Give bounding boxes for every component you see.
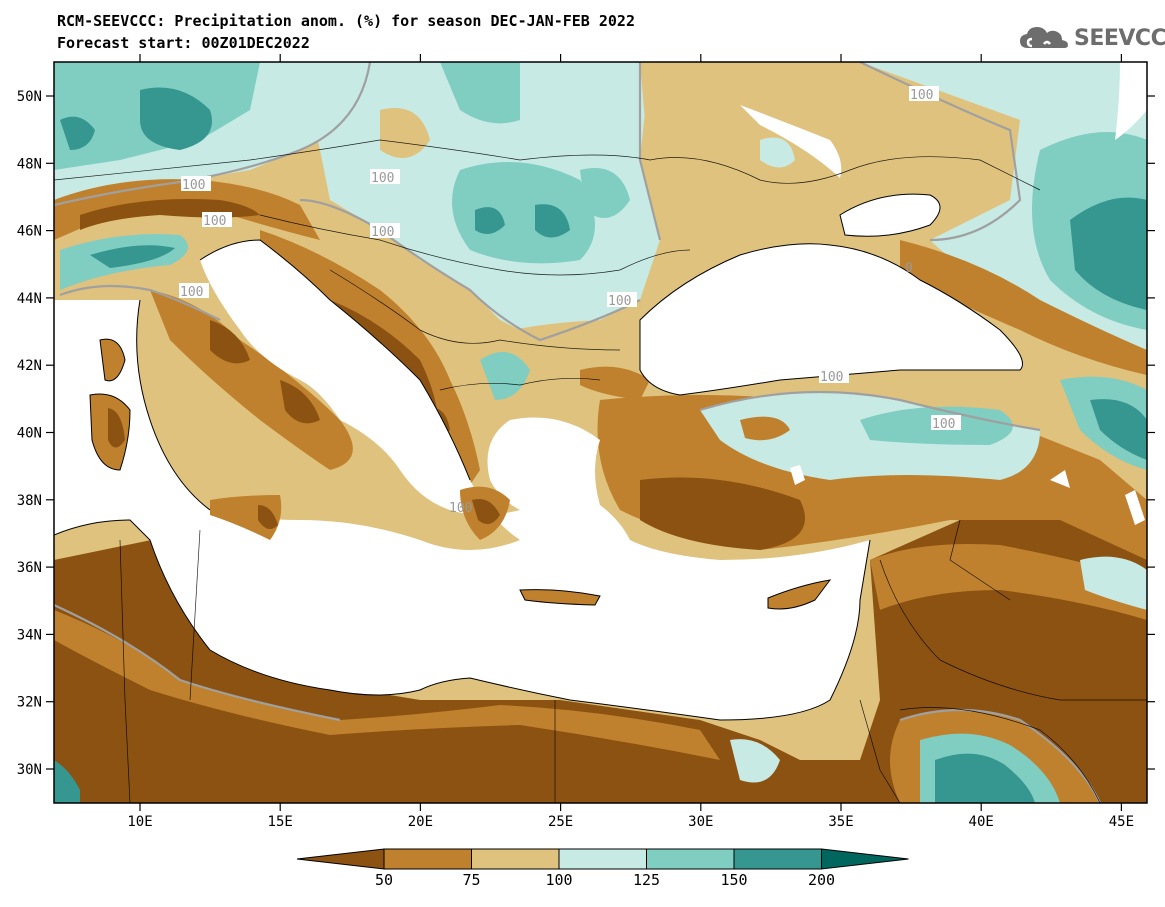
colorbar-segment (821, 848, 909, 870)
lat-tick-label: 42N (17, 358, 42, 374)
lat-tick-label: 50N (17, 89, 42, 105)
colorbar-segment (471, 848, 560, 870)
colorbar-segment (646, 848, 735, 870)
lon-tick-label: 30E (688, 814, 713, 830)
colorbar-label: 125 (633, 871, 660, 889)
contour-label: 100 (820, 370, 843, 385)
contour-label: 100 (371, 171, 394, 186)
seevccc-logo: SEEVCCC (1018, 24, 1165, 52)
forecast-start-label: Forecast start: 00Z01DEC2022 (57, 34, 310, 52)
colorbar-segment (733, 848, 822, 870)
colorbar-segment (558, 848, 647, 870)
lon-tick-label: 25E (548, 814, 573, 830)
lat-tick-label: 32N (17, 695, 42, 711)
cloud-icon (1020, 27, 1068, 48)
contour-label: 100 (182, 178, 205, 193)
colorbar-label: 200 (808, 871, 835, 889)
contour-labels: 100 100 100 100 100 100 100 100 100 100 … (179, 86, 961, 516)
contour-label: 100 (910, 88, 933, 103)
lon-tick-label: 35E (828, 814, 853, 830)
contour-label: 0 (905, 261, 913, 276)
lat-tick-label: 46N (17, 224, 42, 240)
lat-tick-label: 44N (17, 291, 42, 307)
contour-label: 100 (180, 285, 203, 300)
longitude-axis: 10E 15E 20E 25E 30E 35E 40E 45E (127, 54, 1134, 830)
lon-tick-label: 15E (268, 814, 293, 830)
map-fill: 100 100 100 100 100 100 100 100 100 100 … (54, 62, 1147, 803)
contour-label: 100 (203, 214, 226, 229)
colorbar-label: 50 (375, 871, 393, 889)
lat-tick-label: 40N (17, 426, 42, 442)
colorbar-segment (383, 848, 472, 870)
contour-label: 100 (371, 225, 394, 240)
latitude-axis: 50N 48N 46N 44N 42N 40N 38N 36N 34N 32N 30N (17, 89, 1155, 778)
contour-label: 100 (449, 501, 472, 516)
colorbar-label: 150 (720, 871, 747, 889)
colorbar-segment (296, 848, 385, 870)
lon-tick-label: 45E (1109, 814, 1134, 830)
colorbar-label: 100 (545, 871, 572, 889)
lon-tick-label: 20E (408, 814, 433, 830)
lon-tick-label: 10E (127, 814, 152, 830)
colorbar: 50 75 100 125 150 200 (296, 848, 909, 889)
logo-text: SEEVCCC (1074, 25, 1165, 51)
map-title: RCM-SEEVCCC: Precipitation anom. (%) for… (57, 12, 635, 30)
lat-tick-label: 48N (17, 156, 42, 172)
lon-tick-label: 40E (969, 814, 994, 830)
lat-tick-label: 38N (17, 493, 42, 509)
lat-tick-label: 36N (17, 560, 42, 576)
contour-label: 100 (932, 417, 955, 432)
contour-label: 100 (608, 294, 631, 309)
lat-tick-label: 30N (17, 762, 42, 778)
lat-tick-label: 34N (17, 627, 42, 643)
colorbar-label: 75 (462, 871, 480, 889)
